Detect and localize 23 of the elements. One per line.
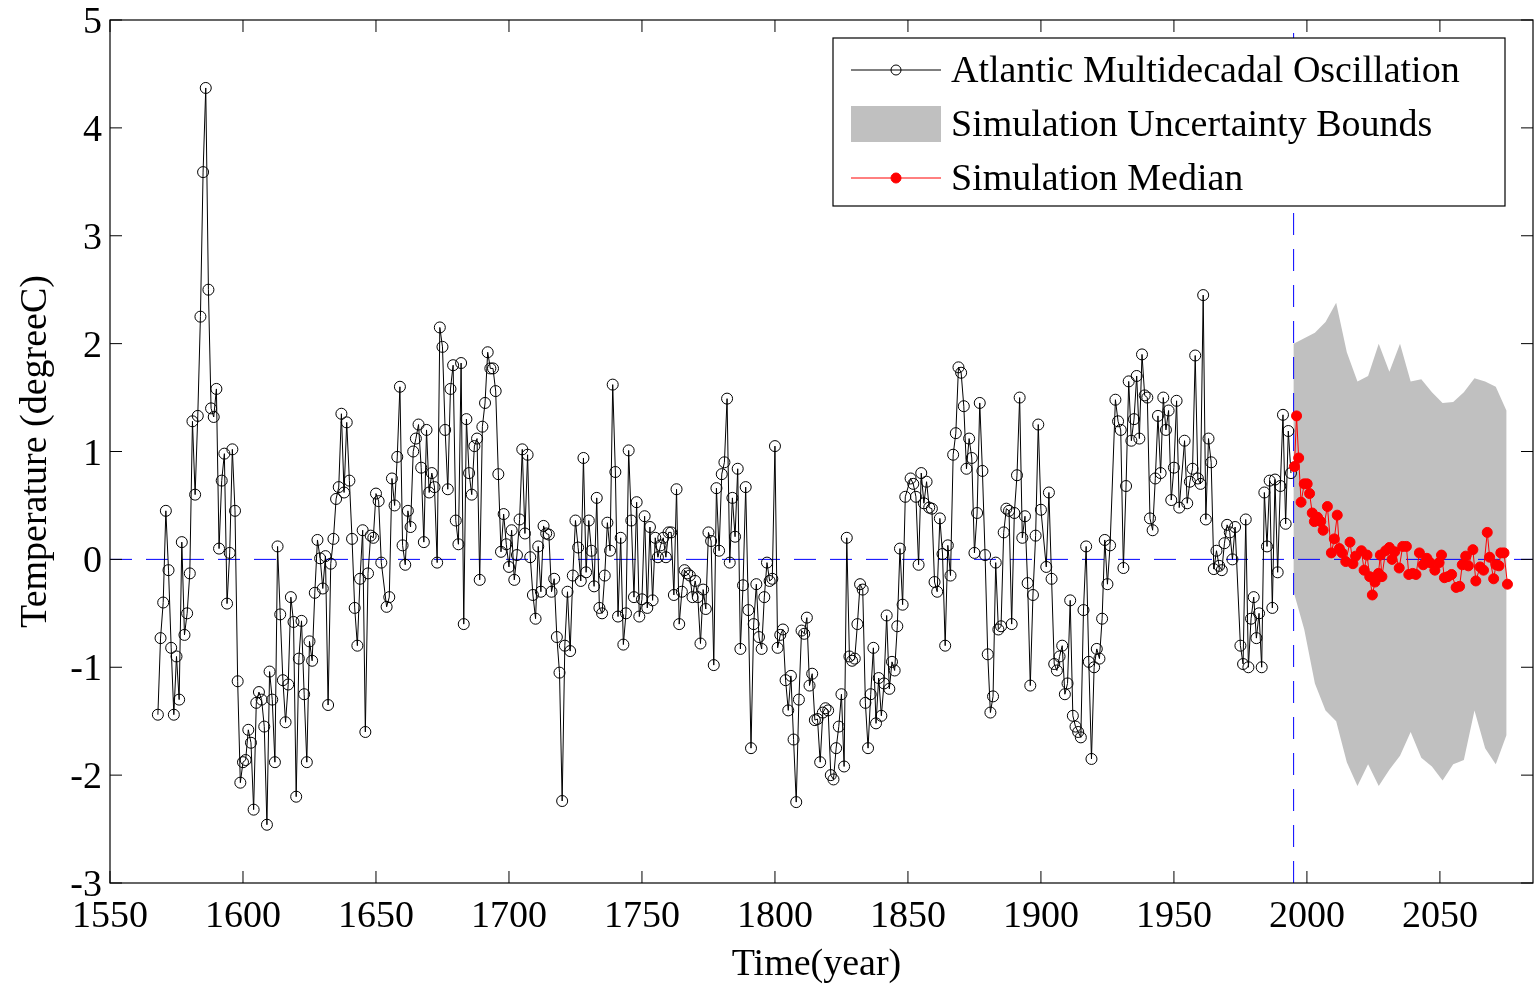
x-tick-label: 1600 [204, 893, 281, 935]
x-tick-label: 2000 [1268, 893, 1345, 935]
x-tick-label: 1850 [869, 893, 946, 935]
y-tick-label: 4 [83, 106, 102, 149]
x-axis-title: Time(year) [731, 941, 902, 984]
x-tick-label: 1900 [1002, 893, 1079, 935]
x-tick-label: 1700 [470, 893, 547, 935]
y-tick-label: 3 [83, 214, 102, 257]
y-tick-label: -2 [70, 754, 102, 797]
y-tick-label: 2 [83, 322, 102, 365]
y-tick-label: -1 [70, 646, 102, 689]
x-tick-label: 1750 [603, 893, 680, 935]
x-tick-label: 2050 [1401, 893, 1478, 935]
legend-label: Simulation Uncertainty Bounds [951, 102, 1433, 144]
x-tick-label: 1800 [736, 893, 813, 935]
x-tick-label: 1950 [1135, 893, 1212, 935]
y-tick-label: 0 [83, 538, 102, 581]
y-tick-label: 1 [83, 430, 102, 473]
legend-label: Simulation Median [951, 156, 1244, 198]
y-axis-title: Temperature (degreeC) [12, 275, 55, 628]
legend-label: Atlantic Multidecadal Oscillation [951, 48, 1460, 90]
y-tick-label: 5 [83, 0, 102, 41]
x-tick-label: 1650 [337, 893, 414, 935]
